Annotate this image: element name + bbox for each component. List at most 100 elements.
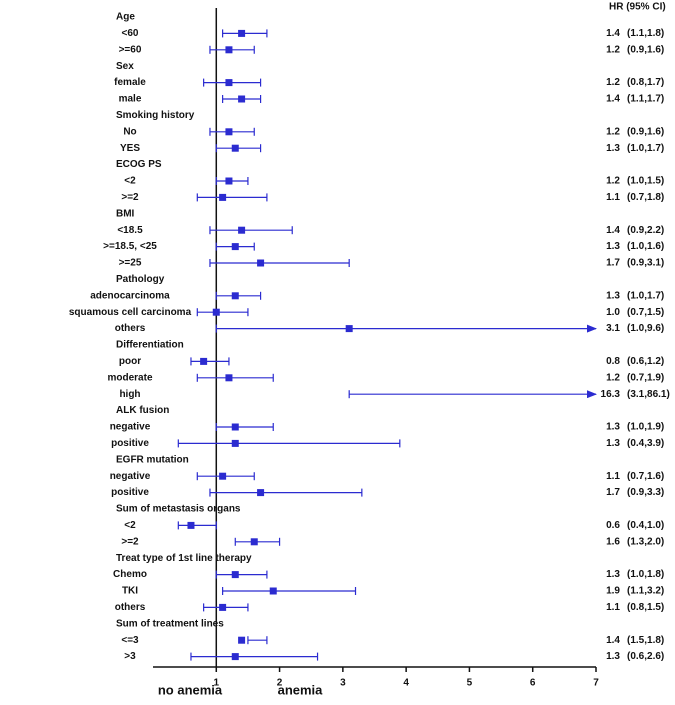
hr-marker (257, 259, 265, 267)
ci-label: (0.7,1.6) (627, 471, 664, 482)
group-label: Age (116, 12, 135, 23)
hr-label: 1.2 (606, 126, 620, 137)
row-label: positive (111, 487, 149, 498)
hr-marker (269, 587, 277, 595)
x-tick-label: 5 (467, 678, 473, 689)
x-tick-label: 4 (403, 678, 409, 689)
ci-label: (1.1,3.2) (627, 586, 664, 597)
ci-label: (0.9,1.6) (627, 44, 664, 55)
x-tick-label: 6 (530, 678, 536, 689)
group-label: EGFR mutation (116, 454, 189, 465)
ci-label: (0.4,3.9) (627, 438, 664, 449)
hr-marker (345, 325, 353, 333)
row-label: adenocarcinoma (90, 290, 170, 301)
left-label: no anemia (158, 682, 223, 697)
hr-label: 1.0 (606, 307, 620, 318)
row-label: <=3 (121, 635, 139, 646)
ci-label: (1.3,2.0) (627, 536, 664, 547)
ci-label: (0.6,2.6) (627, 651, 664, 662)
hr-marker (250, 538, 258, 546)
hr-marker (225, 46, 233, 54)
ci-label: (1.0,1.8) (627, 569, 664, 580)
row-label: Chemo (113, 569, 147, 580)
hr-marker (238, 29, 246, 37)
ci-label: (1.0,1.7) (627, 143, 664, 154)
ci-label: (0.7,1.8) (627, 192, 664, 203)
hr-label: 1.4 (606, 635, 620, 646)
hr-marker (187, 521, 195, 529)
row-label: <2 (124, 520, 136, 531)
hr-marker (231, 144, 239, 152)
ci-label: (0.4,1.0) (627, 520, 664, 531)
hr-label: 1.4 (606, 225, 620, 236)
row-label: others (115, 602, 146, 613)
hr-label: 3.1 (606, 323, 620, 334)
row-label: <18.5 (117, 225, 143, 236)
hr-marker (200, 357, 208, 365)
hr-label: 1.7 (606, 487, 620, 498)
ci-label: (1.0,1.5) (627, 176, 664, 187)
ci-label: (1.0,1.7) (627, 290, 664, 301)
hr-marker (225, 177, 233, 185)
hr-marker (231, 439, 239, 447)
hr-label: 1.3 (606, 290, 620, 301)
hr-marker (231, 423, 239, 431)
ci-label: (0.9,3.3) (627, 487, 664, 498)
ci-label: (0.6,1.2) (627, 356, 664, 367)
hr-marker (212, 308, 220, 316)
group-label: Smoking history (116, 110, 195, 121)
row-label: >3 (124, 651, 136, 662)
hr-label: 16.3 (601, 389, 621, 400)
ci-label: (3.1,86.1) (627, 389, 670, 400)
x-tick-label: 1 (214, 678, 220, 689)
row-label: >=60 (119, 44, 142, 55)
x-tick-label: 3 (340, 678, 346, 689)
hr-marker (231, 243, 239, 251)
row-label: negative (110, 422, 151, 433)
hr-label: 1.9 (606, 586, 620, 597)
ci-label: (0.8,1.5) (627, 602, 664, 613)
ci-label: (0.8,1.7) (627, 77, 664, 88)
group-label: Sum of metastasis organs (116, 504, 241, 515)
hr-label: 0.8 (606, 356, 620, 367)
row-label: >=2 (121, 192, 139, 203)
hr-label: 1.1 (606, 192, 620, 203)
row-label: others (115, 323, 146, 334)
row-label: moderate (107, 372, 152, 383)
hr-marker (238, 636, 246, 644)
ci-label: (1.5,1.8) (627, 635, 664, 646)
ci-label: (0.7,1.5) (627, 307, 664, 318)
hr-label: 1.1 (606, 471, 620, 482)
hr-marker (238, 226, 246, 234)
group-label: ECOG PS (116, 159, 162, 170)
ci-label: (0.9,3.1) (627, 258, 664, 269)
row-label: squamous cell carcinoma (69, 307, 192, 318)
hr-marker (231, 571, 239, 579)
ci-label: (1.0,9.6) (627, 323, 664, 334)
ci-label: (1.0,1.9) (627, 422, 664, 433)
row-label: >=18.5, <25 (103, 241, 157, 252)
hr-marker (219, 193, 227, 201)
hr-label: 1.4 (606, 94, 620, 105)
hr-marker (238, 95, 246, 103)
hr-label: 1.1 (606, 602, 620, 613)
ci-label: (0.9,2.2) (627, 225, 664, 236)
group-label: BMI (116, 208, 135, 219)
x-tick-label: 2 (277, 678, 283, 689)
row-label: <60 (122, 28, 139, 39)
hr-marker (225, 128, 233, 136)
hr-marker (225, 374, 233, 382)
x-tick-label: 7 (593, 678, 599, 689)
ci-label: (1.0,1.6) (627, 241, 664, 252)
hr-label: 1.3 (606, 651, 620, 662)
hr-label: 1.3 (606, 241, 620, 252)
row-label: poor (119, 356, 141, 367)
hr-marker (225, 79, 233, 87)
hr-label: 1.3 (606, 143, 620, 154)
hr-label: 1.2 (606, 44, 620, 55)
hr-label: 1.3 (606, 438, 620, 449)
ci-label: (0.9,1.6) (627, 126, 664, 137)
group-label: Sum of treatment lines (116, 618, 224, 629)
row-label: positive (111, 438, 149, 449)
hr-marker (231, 292, 239, 300)
